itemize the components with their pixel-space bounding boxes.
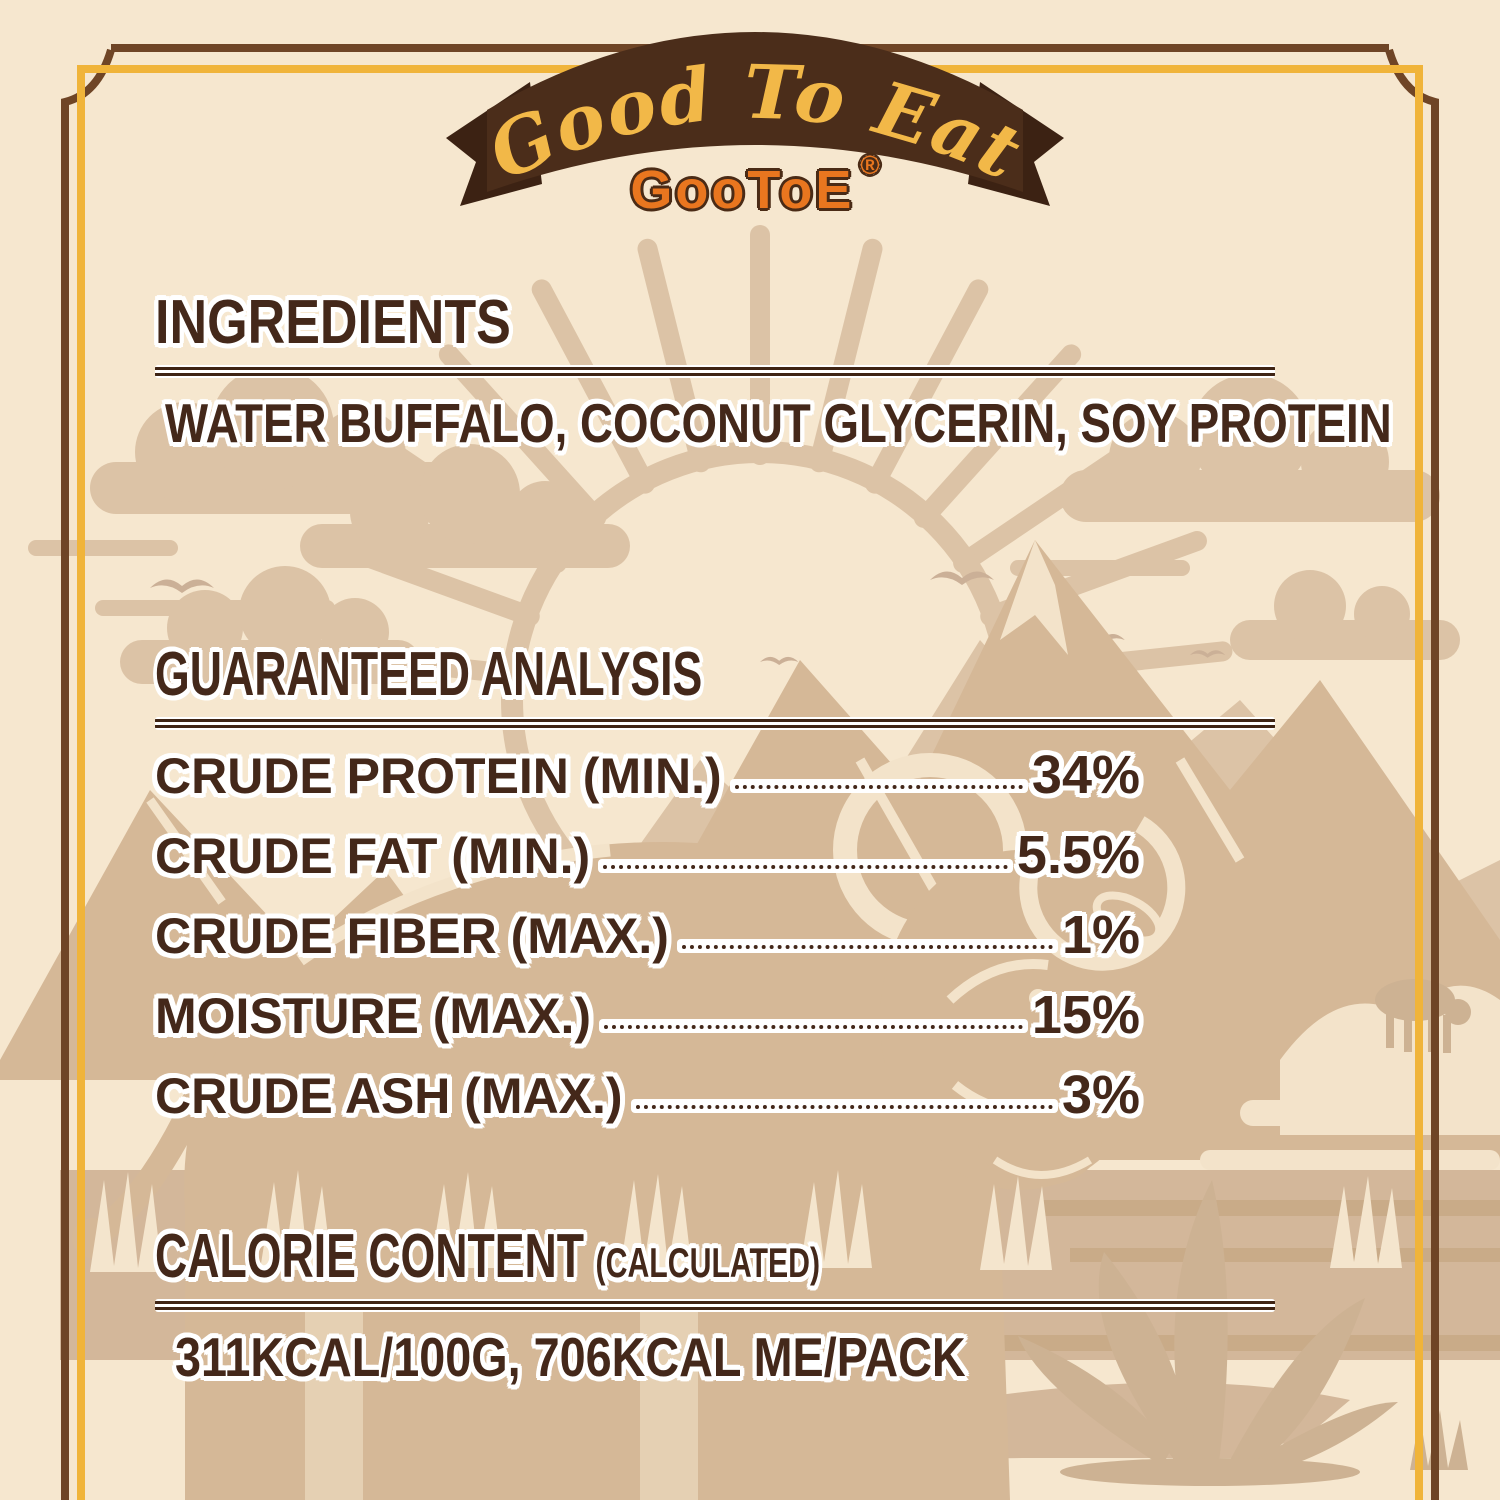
analysis-title-text: GUARANTEED ANALYSIS: [155, 640, 703, 709]
analysis-rule: [155, 717, 1275, 731]
brand-logo: GooToE ®: [430, 150, 1080, 221]
calorie-calculated-note: (CALCULATED): [595, 1239, 821, 1286]
analysis-value: 15%: [1031, 985, 1140, 1046]
analysis-value: 3%: [1061, 1065, 1140, 1126]
analysis-table: CRUDE PROTEIN (MIN.) 34% CRUDE FAT (MIN.…: [155, 744, 1140, 1144]
ribbon-banner: Good To Eat: [446, 32, 1064, 206]
ingredients-title-text: INGREDIENTS: [155, 288, 511, 357]
calorie-title-line: CALORIE CONTENT (CALCULATED): [155, 1222, 820, 1291]
analysis-row: CRUDE ASH (MAX.) 3%: [155, 1064, 1140, 1144]
plant-icon: [1018, 1180, 1468, 1486]
brand-logo-text: GooToE: [630, 160, 855, 220]
analysis-label: CRUDE PROTEIN (MIN.): [155, 748, 722, 805]
analysis-label: CRUDE FIBER (MAX.): [155, 908, 669, 965]
ingredients-text: WATER BUFFALO, COCONUT GLYCERIN, SOY PRO…: [165, 392, 1392, 455]
analysis-value: 34%: [1031, 745, 1140, 806]
analysis-section: GUARANTEED ANALYSIS CRUDE PROTEIN (MIN.)…: [155, 640, 1275, 1144]
ingredients-section: INGREDIENTS WATER BUFFALO, COCONUT GLYCE…: [155, 288, 1392, 456]
dotted-leader: [676, 939, 1058, 954]
dotted-leader: [598, 859, 1013, 874]
calorie-section: CALORIE CONTENT (CALCULATED) 311KCAL/100G…: [155, 1222, 1275, 1390]
calorie-title-text: CALORIE CONTENT: [155, 1222, 585, 1291]
dotted-leader: [729, 779, 1028, 794]
calorie-rule: [155, 1299, 1275, 1313]
analysis-label: MOISTURE (MAX.): [155, 988, 592, 1045]
ingredients-title: INGREDIENTS: [155, 288, 1275, 357]
analysis-row: MOISTURE (MAX.) 15%: [155, 984, 1140, 1064]
analysis-label: CRUDE FAT (MIN.): [155, 828, 591, 885]
ingredients-rule: [155, 365, 1275, 379]
registered-mark: ®: [860, 150, 880, 180]
brand-ribbon: Good To Eat GooToE ®: [430, 14, 1080, 224]
ribbon-band: [487, 32, 1023, 192]
analysis-row: CRUDE PROTEIN (MIN.) 34%: [155, 744, 1140, 824]
analysis-value: 5.5%: [1016, 825, 1140, 886]
analysis-row: CRUDE FIBER (MAX.) 1%: [155, 904, 1140, 984]
analysis-row: CRUDE FAT (MIN.) 5.5%: [155, 824, 1140, 904]
analysis-title: GUARANTEED ANALYSIS: [155, 640, 1275, 709]
dotted-leader: [630, 1099, 1058, 1114]
analysis-value: 1%: [1061, 905, 1140, 966]
calorie-title: CALORIE CONTENT (CALCULATED): [155, 1222, 1275, 1291]
dotted-leader: [599, 1019, 1028, 1034]
calorie-text: 311KCAL/100G, 706KCAL ME/PACK: [175, 1326, 966, 1389]
grass-icons: [90, 1170, 1402, 1272]
analysis-label: CRUDE ASH (MAX.): [155, 1068, 623, 1125]
